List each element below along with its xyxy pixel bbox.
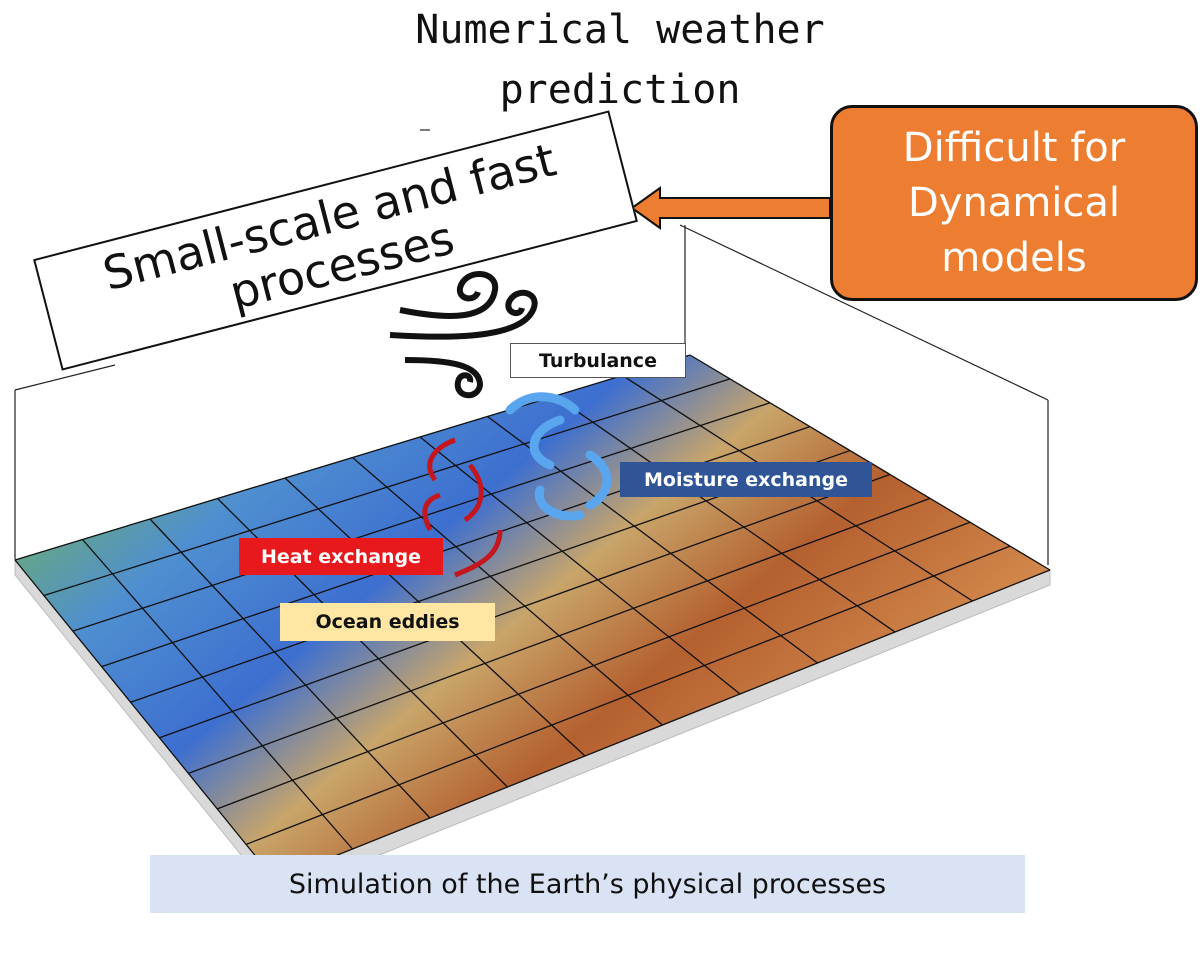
turbulence-label: Turbulance [510, 343, 686, 378]
caption: Simulation of the Earth’s physical proce… [150, 855, 1025, 913]
heat-label: Heat exchange [239, 538, 443, 575]
arrow [632, 188, 830, 228]
title: Numerical weather prediction [360, 0, 880, 120]
map-surface [15, 355, 1050, 880]
moisture-label: Moisture exchange [620, 462, 872, 497]
callout: Difficult for Dynamical models [830, 105, 1198, 301]
eddies-label: Ocean eddies [280, 603, 495, 641]
page: Numerical weather prediction Small-scale… [0, 0, 1200, 966]
